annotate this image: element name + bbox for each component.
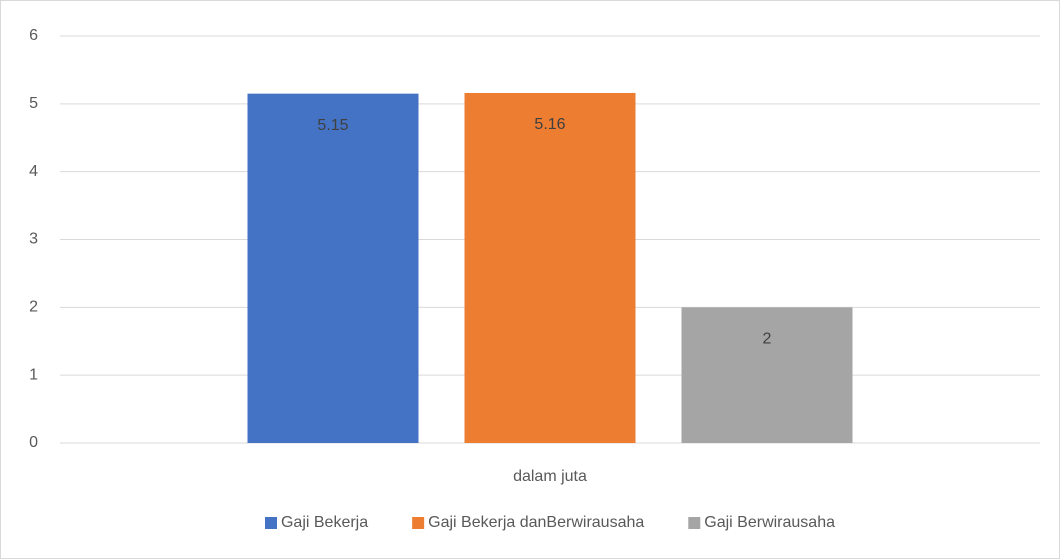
- x-tick-label: dalam juta: [513, 468, 587, 485]
- legend-label: Gaji Bekerja: [281, 514, 368, 531]
- legend-swatch: [264, 517, 277, 529]
- bar: [247, 93, 419, 444]
- y-tick-label: 5: [29, 95, 38, 112]
- legend-swatch: [688, 517, 701, 529]
- data-label: 5.15: [317, 117, 348, 134]
- y-tick-label: 2: [29, 299, 38, 316]
- data-label: 2: [763, 331, 772, 348]
- data-label: 5.16: [534, 116, 565, 133]
- y-tick-label: 1: [29, 366, 38, 383]
- y-tick-label: 3: [29, 231, 38, 248]
- bar: [681, 307, 853, 443]
- y-tick-label: 4: [29, 163, 38, 180]
- legend-swatch: [412, 517, 425, 529]
- bar: [464, 92, 636, 443]
- legend-label: Gaji Berwirausaha: [704, 514, 835, 531]
- y-tick-label: 0: [29, 434, 38, 451]
- legend-label: Gaji Bekerja danBerwirausaha: [428, 514, 644, 531]
- y-tick-label: 6: [29, 27, 38, 44]
